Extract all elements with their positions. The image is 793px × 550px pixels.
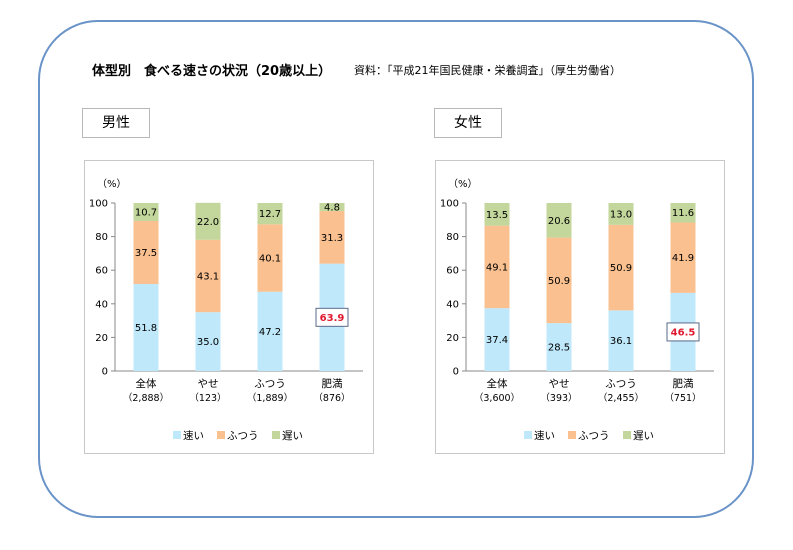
bar-fast-2 xyxy=(257,291,283,371)
data-label-fast-1: 28.5 xyxy=(548,343,570,354)
legend-label-fast: 速い xyxy=(534,430,555,442)
data-label-slow-3: 4.8 xyxy=(324,203,340,214)
source-note: 資料：「平成21年国民健康・栄養調査」（厚生労働省） xyxy=(354,64,621,77)
female-chart: （%） 0 20 40 60 80 100 37.4 49.1 13.5 全体 （3,600） 28.5… xyxy=(440,178,714,442)
category-label: やせ xyxy=(549,378,570,390)
data-label-fast-0: 51.8 xyxy=(135,323,157,334)
data-label-fast-3: 46.5 xyxy=(671,327,696,338)
bar-slow-1 xyxy=(546,203,572,238)
legend-label-slow: 遅い xyxy=(633,430,654,442)
female-chart-panel: （%） 0 20 40 60 80 100 37.4 49.1 13.5 全体 （3,600） 28.5… xyxy=(435,160,725,454)
bar-slow-3 xyxy=(670,203,696,223)
sample-size-label: （876） xyxy=(313,392,350,404)
legend-label-normal: ふつう xyxy=(578,430,610,442)
bar-slow-1 xyxy=(195,202,221,240)
legend-label-slow: 遅い xyxy=(282,430,303,442)
y-tick-label: 0 xyxy=(102,367,108,378)
sample-size-label: （751） xyxy=(664,392,701,404)
sample-size-label: （393） xyxy=(540,392,577,404)
bar-normal-1 xyxy=(195,239,221,313)
y-tick-label: 0 xyxy=(453,367,459,378)
legend-swatch-fast xyxy=(524,431,532,439)
data-label-normal-3: 31.3 xyxy=(321,233,343,244)
bar-fast-1 xyxy=(546,323,572,371)
data-label-fast-3: 63.9 xyxy=(320,313,345,324)
category-label: 肥満 xyxy=(322,378,343,390)
category-label: やせ xyxy=(198,378,219,390)
bar-slow-2 xyxy=(608,203,634,225)
legend-swatch-normal xyxy=(217,431,225,439)
category-label: 全体 xyxy=(487,377,508,390)
y-tick-label: 100 xyxy=(440,199,459,210)
bar-fast-1 xyxy=(195,312,221,371)
y-tick-label: 20 xyxy=(446,333,459,344)
legend-swatch-slow xyxy=(272,431,280,439)
data-label-fast-0: 37.4 xyxy=(486,335,508,346)
legend-swatch-normal xyxy=(568,431,576,439)
legend-label-fast: 速い xyxy=(183,430,204,442)
y-tick-label: 80 xyxy=(446,232,459,243)
data-label-normal-1: 43.1 xyxy=(197,271,219,282)
male-chart-panel: （%） 0 20 40 60 80 100 51.8 37.5 10.7 全体 （2,888） 35.0… xyxy=(84,160,374,454)
bar-normal-3 xyxy=(319,211,345,264)
female-label: 女性 xyxy=(434,108,502,138)
legend-swatch-fast xyxy=(173,431,181,439)
bar-normal-0 xyxy=(133,220,159,284)
y-tick-label: 40 xyxy=(95,299,108,310)
data-label-normal-0: 37.5 xyxy=(135,248,157,259)
male-label: 男性 xyxy=(82,108,150,138)
bar-normal-0 xyxy=(484,225,510,309)
data-label-normal-2: 50.9 xyxy=(610,263,632,274)
bar-normal-1 xyxy=(546,237,572,324)
legend-swatch-slow xyxy=(623,431,631,439)
highlight-box xyxy=(666,322,700,342)
y-tick-label: 60 xyxy=(446,266,459,277)
y-tick-label: 60 xyxy=(95,266,108,277)
y-tick-label: 100 xyxy=(89,199,108,210)
y-unit-label: （%） xyxy=(97,178,127,190)
data-label-slow-0: 13.5 xyxy=(486,210,508,221)
data-label-slow-1: 20.6 xyxy=(548,216,570,227)
y-unit-label: （%） xyxy=(448,178,478,190)
data-label-normal-0: 49.1 xyxy=(486,262,508,273)
bar-slow-3 xyxy=(319,203,345,212)
figure-title: 体型別 食べる速さの状況（20歳以上） xyxy=(92,64,332,79)
sample-size-label: （3,600） xyxy=(474,392,520,404)
highlight-box xyxy=(315,307,349,327)
legend-label-normal: ふつう xyxy=(227,430,259,442)
male-chart: （%） 0 20 40 60 80 100 51.8 37.5 10.7 全体 （2,888） 35.0… xyxy=(89,178,363,442)
category-label: 全体 xyxy=(136,377,157,390)
bar-normal-2 xyxy=(608,224,634,311)
bar-fast-2 xyxy=(608,310,634,371)
data-label-slow-0: 10.7 xyxy=(135,207,157,218)
data-label-slow-2: 12.7 xyxy=(259,209,281,220)
bar-slow-0 xyxy=(133,203,159,221)
bar-fast-0 xyxy=(133,283,159,371)
sample-size-label: （123） xyxy=(189,392,226,404)
y-tick-label: 20 xyxy=(95,333,108,344)
data-label-fast-1: 35.0 xyxy=(197,337,219,348)
bar-normal-3 xyxy=(670,222,696,293)
sample-size-label: （2,455） xyxy=(598,392,644,404)
data-label-slow-3: 11.6 xyxy=(672,208,694,219)
rounded-frame xyxy=(38,20,754,518)
data-label-normal-2: 40.1 xyxy=(259,254,281,265)
data-label-normal-1: 50.9 xyxy=(548,276,570,287)
bar-normal-2 xyxy=(257,224,283,292)
data-label-fast-2: 36.1 xyxy=(610,336,632,347)
y-tick-label: 40 xyxy=(446,299,459,310)
category-label: 肥満 xyxy=(673,378,694,390)
bar-slow-2 xyxy=(257,203,283,225)
data-label-slow-2: 13.0 xyxy=(610,209,632,220)
data-label-slow-1: 22.0 xyxy=(197,217,219,228)
bar-fast-0 xyxy=(484,308,510,371)
category-label: ふつう xyxy=(605,378,637,390)
data-label-fast-2: 47.2 xyxy=(259,327,281,338)
y-tick-label: 80 xyxy=(95,232,108,243)
category-label: ふつう xyxy=(254,378,286,390)
sample-size-label: （2,888） xyxy=(123,392,169,404)
data-label-normal-3: 41.9 xyxy=(672,253,694,264)
sample-size-label: （1,889） xyxy=(247,392,293,404)
bar-slow-0 xyxy=(484,203,510,226)
